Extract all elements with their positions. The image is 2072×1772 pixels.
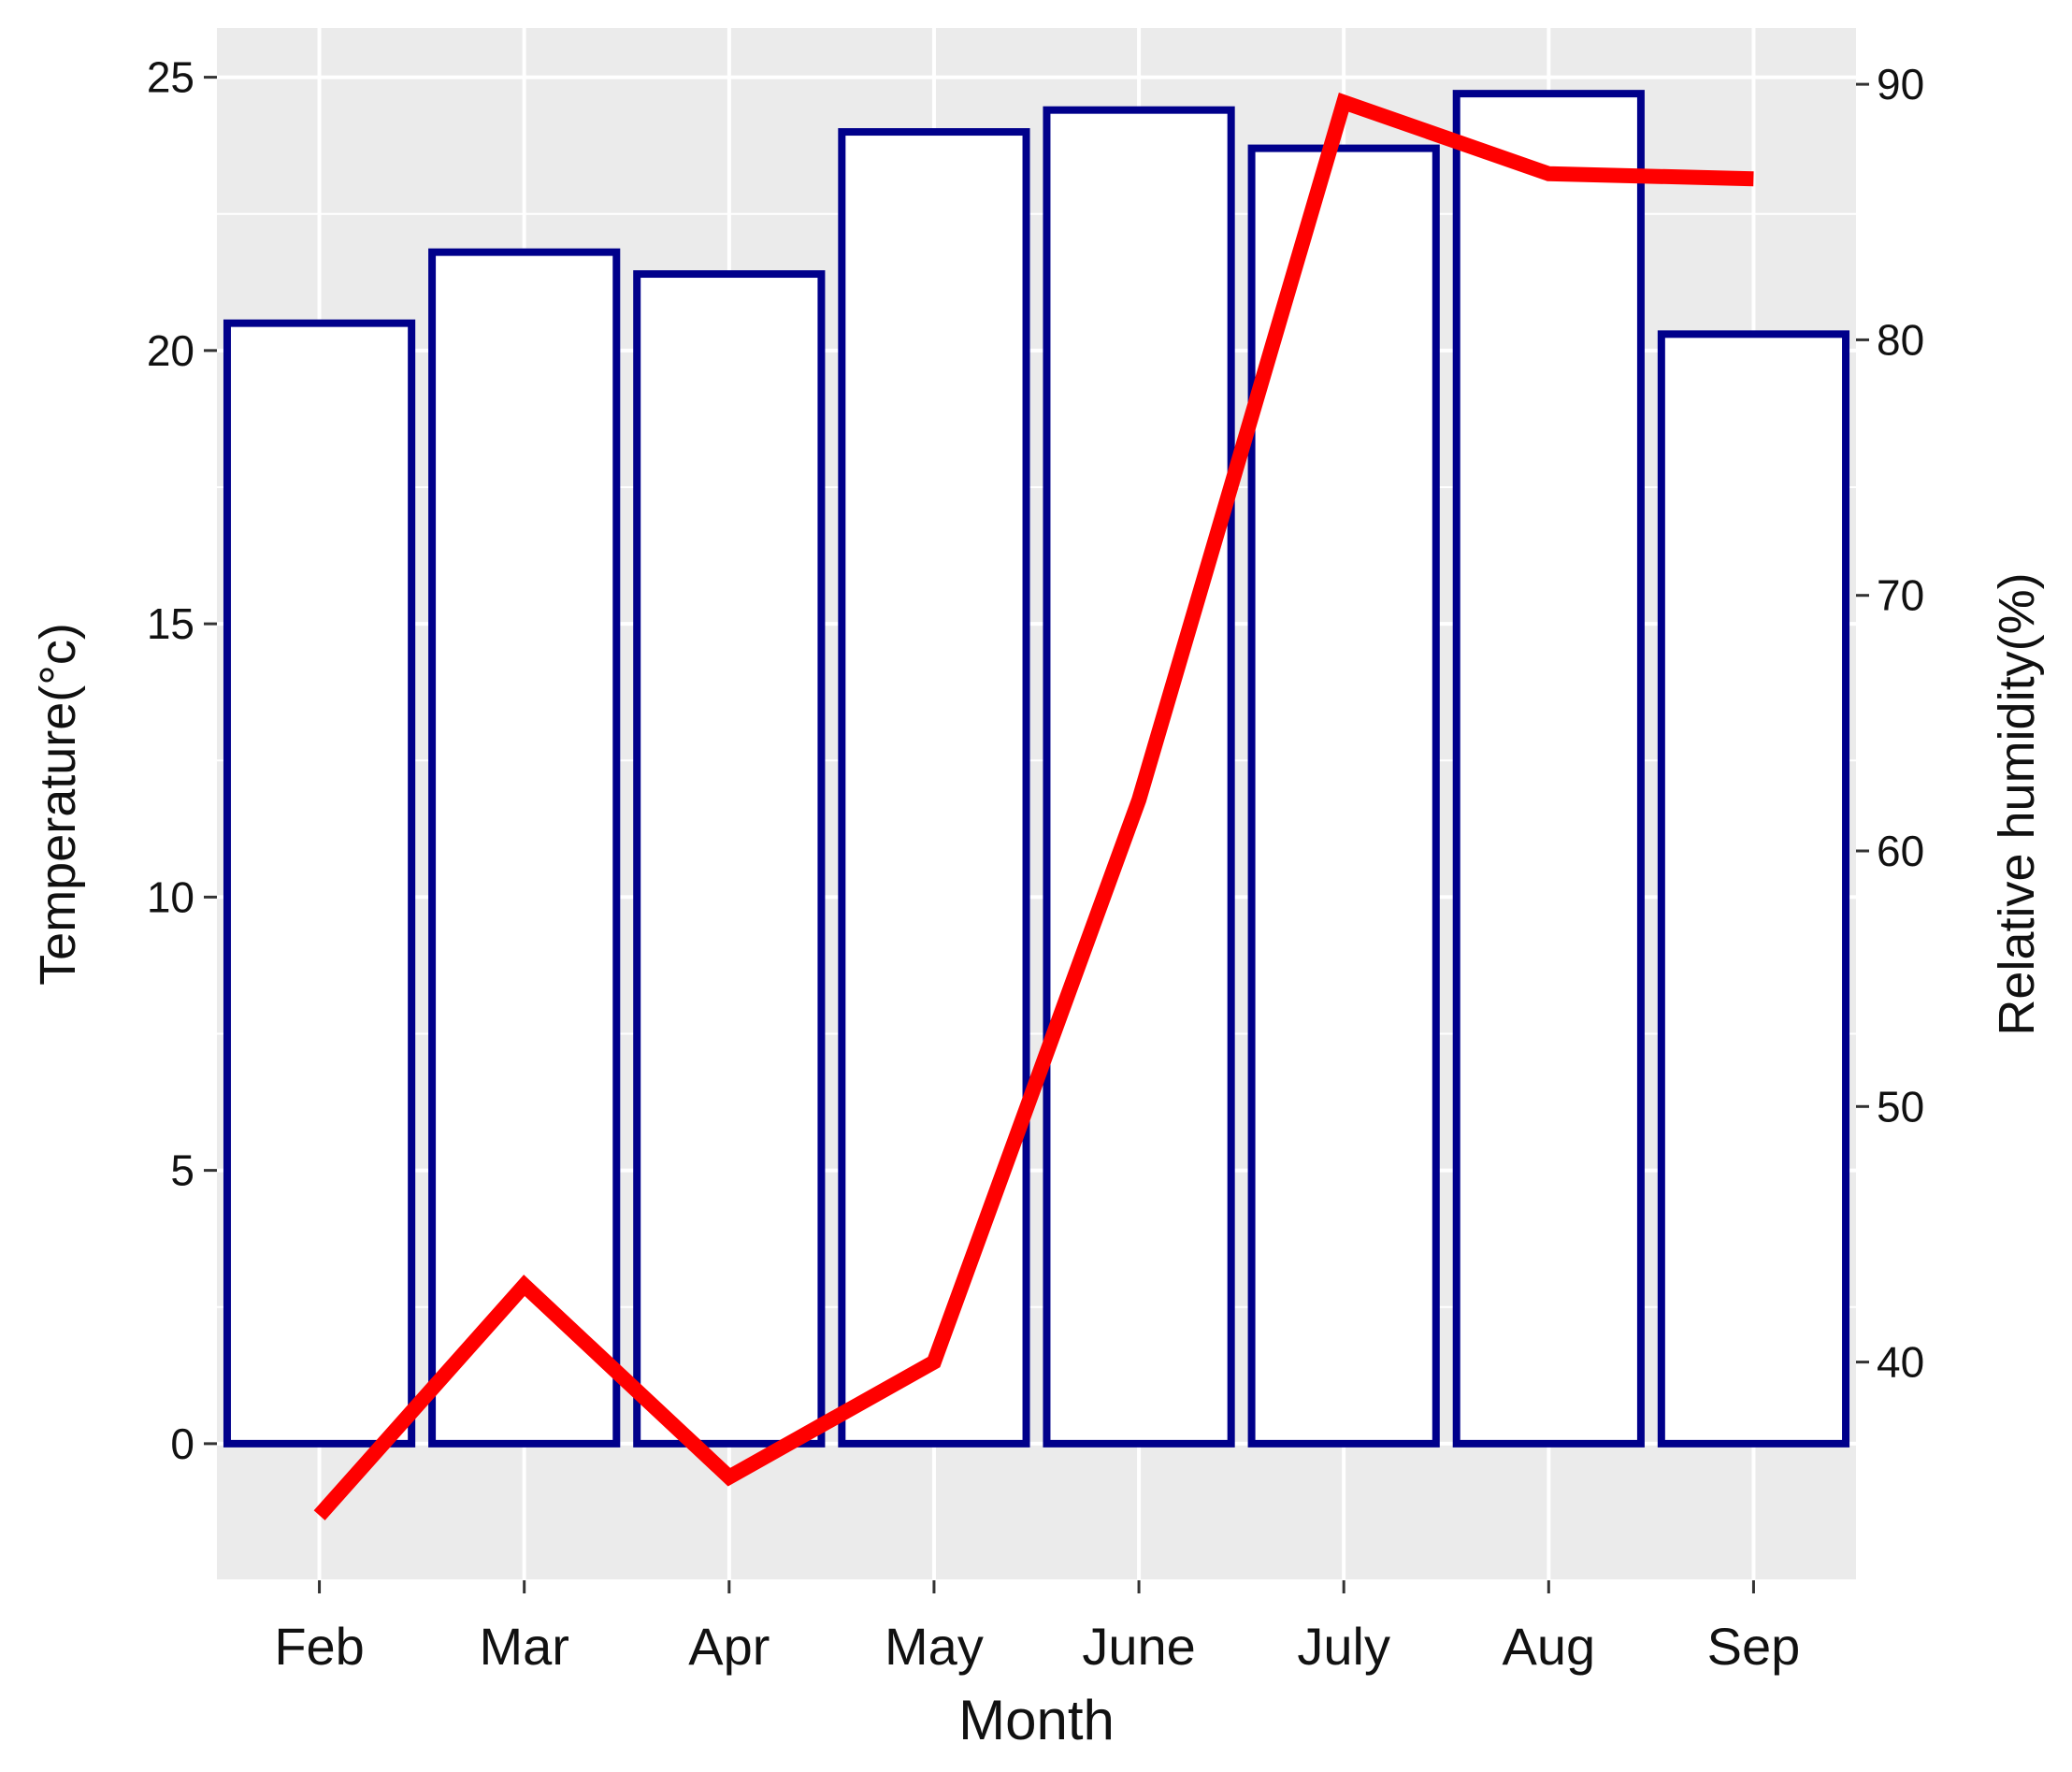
humidity-point-mar	[524, 1285, 525, 1287]
humidity-point-may	[933, 1361, 935, 1363]
y2-tick-label: 60	[1877, 827, 1924, 875]
x-tick-label-june: June	[1082, 1617, 1195, 1676]
y2-axis-title: Relative humidity(%)	[1989, 572, 2045, 1035]
bar-mar	[428, 248, 621, 1448]
humidity-point-july	[1343, 101, 1345, 103]
humidity-line	[313, 92, 1754, 1520]
y-tick-label: 10	[147, 872, 194, 921]
humidity-line-layer	[313, 92, 1754, 1520]
y2-tick-label: 90	[1877, 60, 1924, 108]
bar-july	[1247, 144, 1440, 1448]
bar-aug	[1452, 90, 1645, 1448]
y-tick-label: 15	[147, 599, 194, 648]
humidity-point-aug	[1547, 173, 1549, 175]
humidity-point-feb	[319, 1515, 321, 1517]
x-tick-label-aug: Aug	[1502, 1617, 1595, 1676]
y-tick-label: 25	[147, 53, 194, 102]
axes: 0 5 10 15 20 25 40 50 60 70 80 90 Feb Mar Apr May June Ju…	[147, 53, 1924, 1676]
x-axis-title: Month	[958, 1689, 1115, 1751]
bar-may	[838, 128, 1030, 1448]
x-tick-label-mar: Mar	[479, 1617, 568, 1676]
humidity-point-apr	[728, 1477, 730, 1478]
y2-tick-label: 50	[1877, 1082, 1924, 1131]
bar-sep	[1657, 330, 1850, 1448]
humidity-point-june	[1138, 799, 1140, 800]
x-tick-label-may: May	[885, 1617, 984, 1676]
bars	[223, 90, 1850, 1448]
y-tick-label: 0	[170, 1419, 194, 1468]
x-tick-label-july: July	[1297, 1617, 1390, 1676]
x-tick-label-apr: Apr	[688, 1617, 770, 1676]
y-tick-label: 20	[147, 326, 194, 375]
y2-tick-label: 70	[1877, 571, 1924, 620]
x-tick-label-feb: Feb	[274, 1617, 365, 1676]
x-tick-label-sep: Sep	[1707, 1617, 1801, 1676]
y-tick-label: 5	[170, 1146, 194, 1195]
bar-apr	[633, 270, 826, 1448]
y-axis-title: Temperature(°c)	[30, 623, 86, 986]
humidity-point-sep	[1752, 178, 1754, 180]
bar-feb	[223, 319, 416, 1448]
y2-tick-label: 40	[1877, 1338, 1924, 1387]
y2-tick-label: 80	[1877, 315, 1924, 364]
